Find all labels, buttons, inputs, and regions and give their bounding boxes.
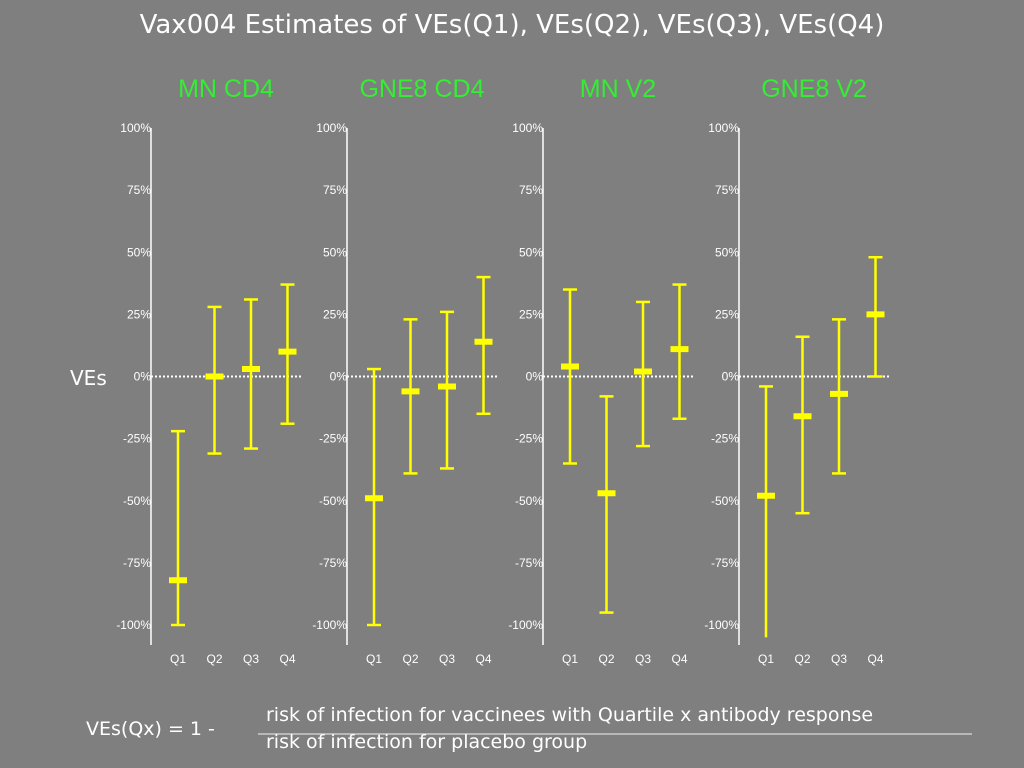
y-tick-label: -25%: [123, 432, 151, 446]
y-axis-label: VEs: [70, 366, 107, 390]
x-tick-label: Q1: [170, 652, 186, 666]
y-tick-label: 0%: [722, 370, 740, 384]
y-tick-label: 0%: [526, 370, 544, 384]
x-tick-label: Q1: [366, 652, 382, 666]
panel-title: GNE8 V2: [761, 75, 867, 103]
x-tick-label: Q4: [867, 652, 883, 666]
y-tick-label: -25%: [711, 432, 739, 446]
x-tick-label: Q4: [671, 652, 687, 666]
x-tick-label: Q2: [402, 652, 418, 666]
y-tick-label: 100%: [708, 121, 739, 135]
x-tick-label: Q3: [831, 652, 847, 666]
y-tick-label: 100%: [120, 121, 151, 135]
y-tick-label: 25%: [127, 307, 151, 321]
formula-lhs: VEs(Qx) = 1 -: [86, 718, 215, 740]
y-tick-label: 25%: [323, 307, 347, 321]
y-tick-label: -25%: [319, 432, 347, 446]
y-tick-label: 0%: [330, 370, 348, 384]
y-tick-label: 50%: [127, 245, 151, 259]
panel-title: MN V2: [580, 75, 656, 103]
slide-title: Vax004 Estimates of VEs(Q1), VEs(Q2), VE…: [139, 10, 885, 40]
x-tick-label: Q3: [635, 652, 651, 666]
y-tick-label: -100%: [704, 618, 739, 632]
y-tick-label: -25%: [515, 432, 543, 446]
formula: VEs(Qx) = 1 - risk of infection for vacc…: [0, 700, 1024, 768]
y-tick-label: -50%: [123, 494, 151, 508]
y-tick-label: 100%: [316, 121, 347, 135]
x-tick-label: Q3: [243, 652, 259, 666]
y-tick-label: -100%: [508, 618, 543, 632]
x-tick-label: Q4: [475, 652, 491, 666]
x-tick-label: Q2: [794, 652, 810, 666]
y-tick-label: 50%: [323, 245, 347, 259]
y-tick-label: -75%: [319, 556, 347, 570]
charts-area: MN CD4 100% 75% 50% 25% 0% -25% -50% -75% -100% Q1…: [116, 75, 890, 666]
y-tick-label: 75%: [715, 183, 739, 197]
y-tick-label: 50%: [715, 245, 739, 259]
y-tick-label: -100%: [116, 618, 151, 632]
y-tick-label: 50%: [519, 245, 543, 259]
x-tick-label: Q2: [598, 652, 614, 666]
y-tick-label: -75%: [515, 556, 543, 570]
fraction-bar: [258, 733, 972, 735]
panel-title: GNE8 CD4: [359, 75, 484, 103]
y-tick-label: -75%: [123, 556, 151, 570]
y-tick-label: -50%: [515, 494, 543, 508]
y-tick-label: 75%: [127, 183, 151, 197]
y-tick-label: -50%: [319, 494, 347, 508]
y-tick-label: 25%: [715, 307, 739, 321]
y-tick-label: 25%: [519, 307, 543, 321]
formula-numerator: risk of infection for vaccinees with Qua…: [266, 704, 874, 726]
y-tick-label: 75%: [519, 183, 543, 197]
x-tick-label: Q1: [758, 652, 774, 666]
y-tick-label: -100%: [312, 618, 347, 632]
y-tick-label: -75%: [711, 556, 739, 570]
y-tick-label: 75%: [323, 183, 347, 197]
x-tick-label: Q3: [439, 652, 455, 666]
formula-denominator: risk of infection for placebo group: [266, 731, 588, 753]
x-tick-label: Q2: [206, 652, 222, 666]
y-tick-label: -50%: [711, 494, 739, 508]
y-tick-label: 100%: [512, 121, 543, 135]
x-tick-label: Q4: [279, 652, 295, 666]
y-tick-label: 0%: [134, 370, 152, 384]
x-tick-label: Q1: [562, 652, 578, 666]
panel-title: MN CD4: [178, 75, 274, 103]
